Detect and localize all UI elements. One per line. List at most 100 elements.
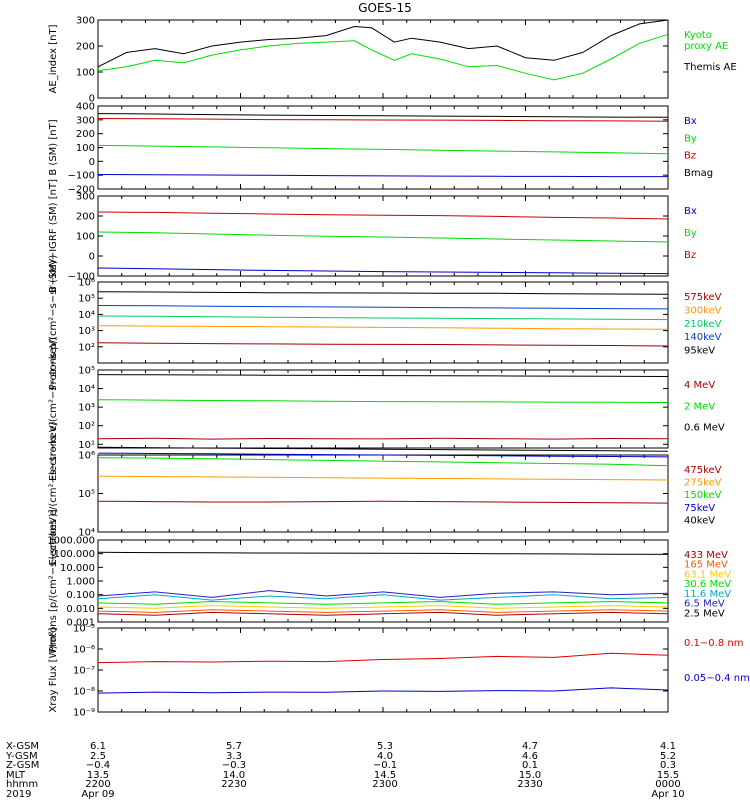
y-axis-label: Electrons e/(cm²−s−sr−keV) (48, 421, 59, 565)
y-tick-label: 10⁻⁶ (73, 645, 95, 656)
y-tick-label: 300 (76, 115, 95, 126)
y-tick-label: 10⁵ (78, 294, 95, 305)
legend-entry: 210keV (684, 319, 722, 330)
y-tick-label: 1000.000 (47, 536, 95, 547)
y-tick-label: 10⁻⁵ (73, 624, 95, 635)
ephemeris-value: 4.6 (522, 750, 538, 762)
legend-entry: 433 MeV (684, 550, 728, 561)
legend-entry: 63.1 MeV (684, 569, 731, 580)
ephemeris-value: 14.5 (373, 769, 397, 781)
ephemeris-row-label: X-GSM (6, 741, 40, 752)
ephemeris-value: 0.3 (660, 760, 676, 771)
legend-entry: 275keV (684, 478, 722, 489)
series-line-1 (97, 652, 669, 664)
series-line-1 (97, 342, 669, 347)
ephemeris-value: 3.3 (226, 750, 242, 762)
panel-frame (97, 454, 669, 533)
ephemeris-row-label: hhmm (6, 779, 39, 790)
series-line-3 (97, 374, 669, 377)
ephemeris-value: −0.4 (85, 760, 111, 771)
ephemeris-row-label: Y-GSM (6, 750, 38, 762)
y-tick-label: −200 (68, 185, 95, 196)
ephemeris-row: X-GSM 6.1 5.7 5.3 4.7 4.1 (6, 742, 746, 752)
y-tick-label: 10⁴ (78, 310, 95, 321)
legend-entry: 0.05−0.4 nm (684, 673, 750, 684)
ephemeris-value: 2.5 (90, 750, 106, 762)
series-line-4 (97, 113, 669, 118)
ephemeris-row: Y-GSM 2.5 3.3 4.0 4.6 5.2 (6, 750, 746, 762)
y-tick-label: 0.010 (66, 604, 95, 615)
y-tick-label: 10¹ (78, 440, 95, 451)
panel-frame (97, 627, 669, 713)
ephemeris-value: 14.0 (222, 769, 246, 781)
legend-entry: 40keV (684, 515, 715, 526)
legend-entry: 140keV (684, 332, 722, 343)
series-line-4 (97, 305, 669, 310)
ephemeris-value: 15.5 (656, 769, 680, 781)
ephemeris-value: 2200 (85, 779, 111, 790)
y-tick-label: −100 (68, 171, 95, 182)
y-axis-label: B (SM) [nT] (48, 119, 59, 175)
ephemeris-value: 5.7 (226, 741, 242, 752)
series-line-1 (97, 267, 669, 275)
legend-entry: Bz (684, 250, 696, 261)
series-line-6 (97, 590, 669, 598)
legend-entry: Bmag (684, 168, 713, 179)
series-line-1 (97, 174, 668, 178)
ephemeris-row: Z-GSM −0.4 −0.3 −0.1 0.1 0.3 (6, 761, 746, 771)
y-tick-label: 100 (76, 68, 95, 79)
panel-6: 10⁴ 10⁵ 10⁶ Electrons e/(cm²−s−sr−keV) 475ke… (48, 421, 722, 565)
y-tick-label: 0.001 (66, 618, 95, 629)
ephemeris-value: 2330 (517, 779, 543, 790)
legend-entry: Bz (684, 151, 696, 162)
y-tick-label: 10⁻⁷ (73, 666, 95, 677)
y-axis-label: Xray Flux [W/m²] (48, 627, 59, 712)
ephemeris-row-label: MLT (6, 769, 25, 781)
panel-4: 10² 10³ 10⁴ 10⁵ 10⁶ Protons p/(cm²−s−sr−keV) 5… (48, 255, 722, 391)
ephemeris-value: Apr 09 (81, 788, 115, 800)
ephemeris-row-label: Z-GSM (6, 760, 40, 771)
y-tick-label: 10⁻⁸ (73, 687, 95, 698)
series-line-1 (97, 500, 669, 504)
y-tick-label: 200 (76, 129, 95, 140)
panel-3: −100 0 100 200 300 B (SM)−IGRF (SM) [nT] Bx By B… (48, 179, 697, 293)
series-line-2 (97, 399, 669, 403)
y-tick-label: 10.000 (60, 563, 95, 574)
legend-entry: Bx (684, 206, 697, 217)
stacked-time-series-chart: GOES-15 0 100 200 300 AE_index [nT] Kyotoprox… (47, 1, 750, 719)
y-axis-label: Protons [p/(cm²−s−sr−keV)] (48, 509, 59, 652)
legend-entry: 0.1−0.8 nm (684, 638, 743, 649)
series-line-3 (97, 457, 669, 467)
legend-entry: 475keV (684, 465, 722, 476)
legend-entry: Themis AE (683, 62, 737, 73)
ephemeris-value: Apr 10 (651, 788, 685, 800)
legend-entry: 4 MeV (684, 380, 715, 391)
series-line-1 (97, 33, 669, 81)
ephemeris-value: 2300 (372, 779, 398, 790)
chart-title: GOES-15 (358, 1, 412, 15)
panel-7: 0.001 0.010 0.100 1.000 10.000 100.000 1000.00… (47, 509, 731, 652)
legend-entry: 0.6 MeV (684, 423, 725, 434)
ephemeris-value: 5.3 (377, 741, 393, 752)
series-line-1 (97, 611, 669, 616)
ephemeris-row: 2019 Apr 09 Apr 10 (6, 788, 746, 800)
series-line-2 (97, 475, 669, 481)
ephemeris-value: 5.2 (660, 750, 676, 762)
series-line-3 (97, 211, 669, 220)
legend-entry: 11.6 MeV (684, 589, 731, 600)
y-tick-label: 0 (89, 94, 95, 105)
series-line-3 (97, 118, 669, 122)
series-line-3 (97, 315, 669, 321)
ephemeris-value: 0000 (655, 779, 681, 790)
legend-entry: 6.5 MeV (684, 599, 725, 610)
series-line-2 (97, 325, 669, 330)
y-axis-label: AE_index [nT] (48, 24, 59, 93)
y-tick-label: 400 (76, 102, 95, 113)
series-line-5 (97, 291, 669, 295)
y-tick-label: 300 (76, 192, 95, 203)
y-tick-label: 200 (76, 42, 95, 53)
y-tick-label: 100 (76, 143, 95, 154)
y-tick-label: 300 (76, 16, 95, 27)
y-tick-label: 10³ (78, 403, 95, 414)
